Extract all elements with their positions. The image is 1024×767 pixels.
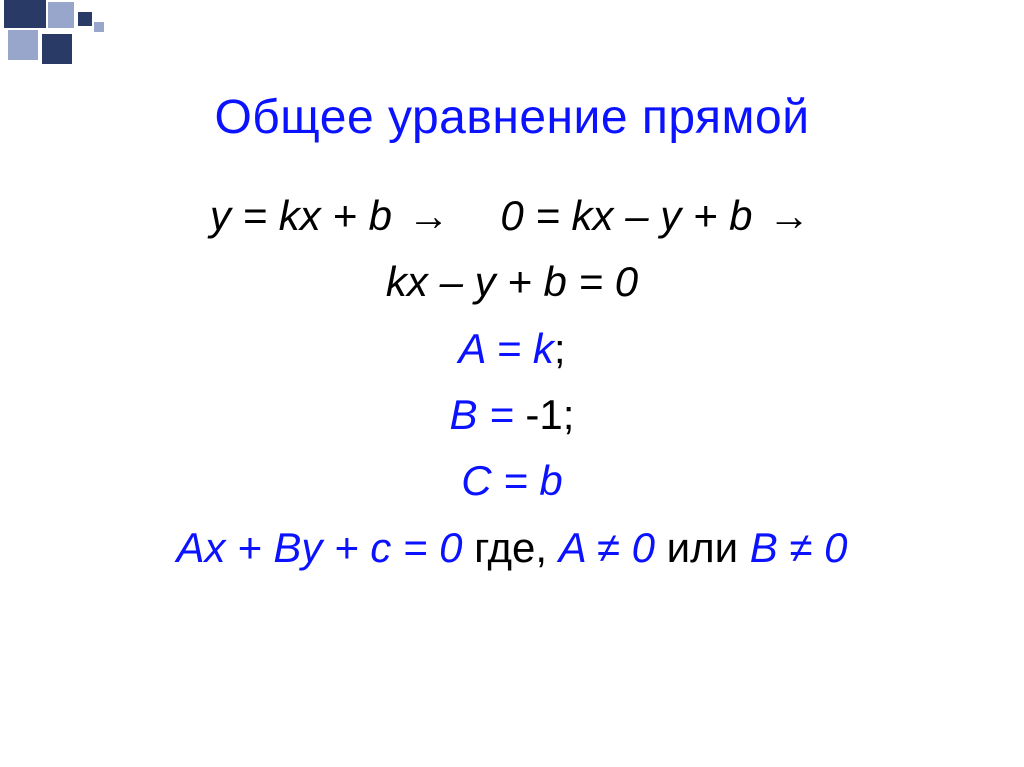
decor-square <box>4 0 46 28</box>
eq-text: A ≠ 0 <box>559 524 655 571</box>
decor-square <box>78 12 92 26</box>
eq-text: -1 <box>525 391 562 438</box>
decor-square <box>42 34 72 64</box>
equation-line-5: C = b <box>0 448 1024 514</box>
eq-text: B ≠ 0 <box>750 524 848 571</box>
eq-text: где, <box>462 524 558 571</box>
eq-text: 0 = kx – y + b <box>500 192 752 239</box>
eq-text <box>465 192 488 239</box>
slide-body: y = kx + b → 0 = kx – y + b → kx – y + b… <box>0 183 1024 581</box>
decor-square <box>8 30 38 60</box>
eq-text: B = <box>450 391 526 438</box>
equation-line-2: kx – y + b = 0 <box>0 249 1024 315</box>
eq-text: y = kx + b <box>210 192 392 239</box>
equation-line-3: A = k; <box>0 316 1024 382</box>
decor-square <box>94 22 104 32</box>
arrow-icon: → <box>404 192 454 239</box>
separator: ; <box>554 325 566 372</box>
arrow-icon: → <box>764 192 814 239</box>
eq-text: или <box>655 524 750 571</box>
separator: ; <box>563 391 575 438</box>
eq-text: Ax + By + c = 0 <box>176 524 462 571</box>
slide: Общее уравнение прямой y = kx + b → 0 = … <box>0 0 1024 767</box>
eq-text: A = k <box>459 325 554 372</box>
equation-line-4: B = -1; <box>0 382 1024 448</box>
equation-line-6: Ax + By + c = 0 где, A ≠ 0 или B ≠ 0 <box>0 515 1024 581</box>
corner-decoration <box>0 0 180 70</box>
decor-square <box>48 2 74 28</box>
equation-line-1: y = kx + b → 0 = kx – y + b → <box>0 183 1024 249</box>
